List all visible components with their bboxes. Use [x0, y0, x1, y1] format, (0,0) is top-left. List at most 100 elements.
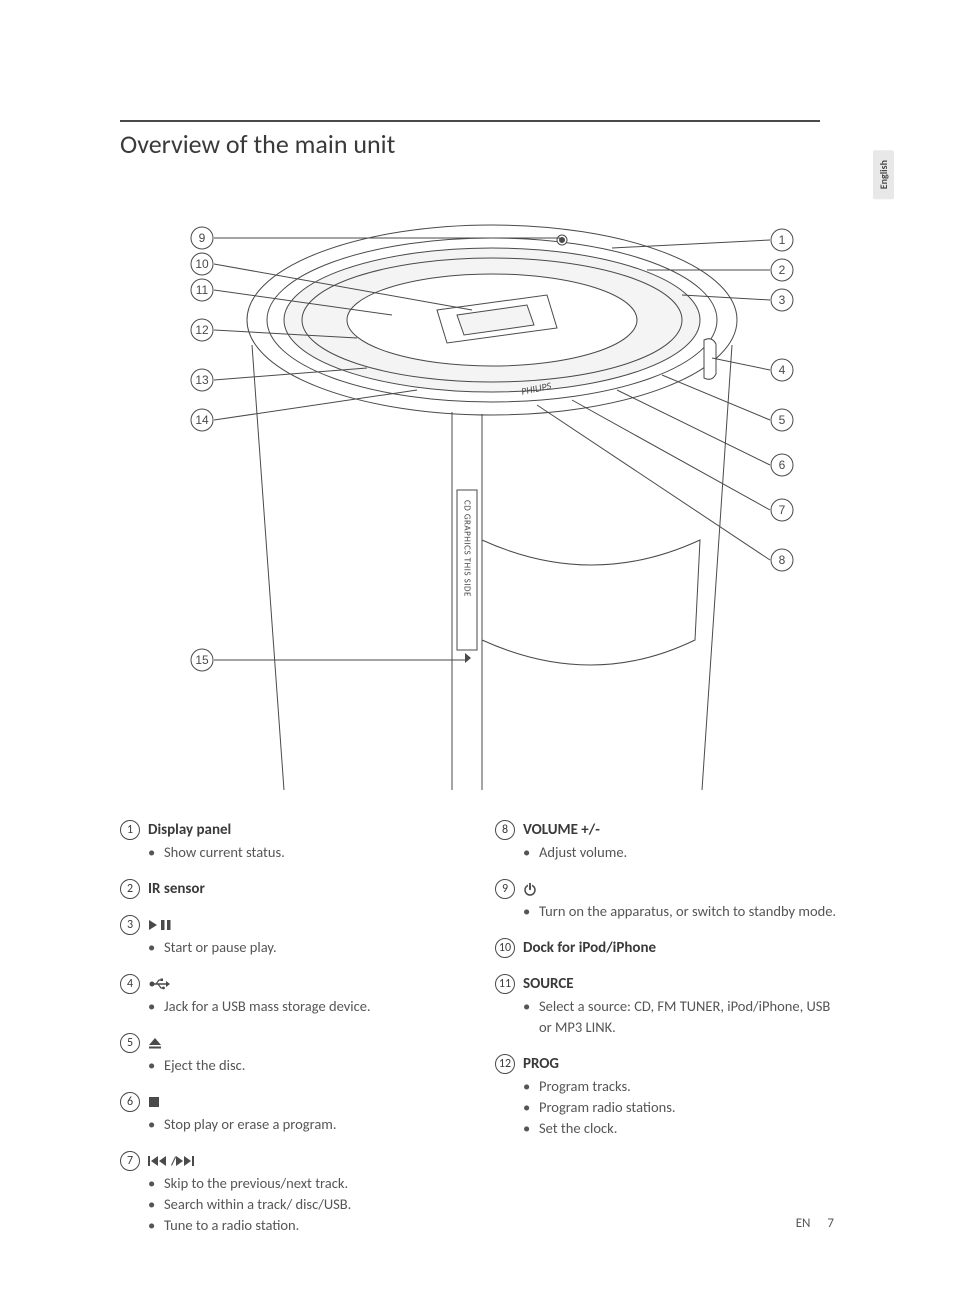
page-title: Overview of the main unit — [120, 128, 864, 160]
legend-bullets: Start or pause play. — [120, 937, 465, 958]
callout-5: 5 — [662, 375, 793, 431]
legend-bullets: Eject the disc. — [120, 1055, 465, 1076]
callout-6: 6 — [617, 390, 793, 476]
legend-bullets: Turn on the apparatus, or switch to stan… — [495, 901, 840, 922]
legend-label: IR sensor — [148, 880, 205, 898]
legend-bullet: Stop play or erase a program. — [164, 1114, 465, 1135]
circled-number: 7 — [120, 1151, 140, 1171]
play-pause-icon — [148, 916, 174, 934]
legend-bullets: Jack for a USB mass storage device. — [120, 996, 465, 1017]
legend-item-2: 2 IR sensor — [120, 879, 465, 899]
legend-bullet: Skip to the previous/next track. — [164, 1173, 465, 1194]
svg-text:10: 10 — [195, 257, 209, 271]
svg-text:3: 3 — [779, 293, 786, 307]
circled-number: 4 — [120, 974, 140, 994]
legend-item-head: 5 — [120, 1033, 465, 1053]
svg-text:11: 11 — [196, 283, 209, 297]
circled-number: 5 — [120, 1033, 140, 1053]
diagram-svg: PHILIPS CD GRAPHICS THIS SIDE 9 10 — [142, 190, 842, 790]
legend-item-head: 8 VOLUME +/- — [495, 820, 840, 840]
legend-item-head: 9 — [495, 879, 840, 899]
legend-item-6: 6 Stop play or erase a program. — [120, 1092, 465, 1135]
prev-next-icon: / — [148, 1152, 194, 1170]
footer-page: 7 — [827, 1216, 834, 1231]
circled-number: 9 — [495, 879, 515, 899]
legend-item-4: 4Jack for a USB mass storage device. — [120, 974, 465, 1017]
legend-bullets: Show current status. — [120, 842, 465, 863]
svg-text:6: 6 — [779, 458, 786, 472]
legend-col-right: 8 VOLUME +/- Adjust volume. 9 Turn on the ap… — [495, 820, 840, 1252]
eject-icon — [148, 1034, 162, 1052]
legend-bullet: Tune to a radio station. — [164, 1215, 465, 1236]
legend-label: PROG — [523, 1055, 559, 1073]
legend-item-head: 10 Dock for iPod/iPhone — [495, 938, 840, 958]
callout-15: 15 — [191, 649, 467, 671]
legend-bullet: Show current status. — [164, 842, 465, 863]
svg-text:13: 13 — [195, 373, 209, 387]
svg-text:14: 14 — [195, 413, 209, 427]
legend-item-9: 9 Turn on the apparatus, or switch to sta… — [495, 879, 840, 922]
circled-number: 10 — [495, 938, 515, 958]
legend-item-head: 6 — [120, 1092, 465, 1112]
power-icon — [523, 880, 537, 898]
legend-item-head: 3 — [120, 915, 465, 935]
legend-label: VOLUME +/- — [523, 821, 600, 839]
svg-text:7: 7 — [779, 503, 786, 517]
legend-label: Display panel — [148, 821, 231, 839]
legend-bullets: Adjust volume. — [495, 842, 840, 863]
svg-text:5: 5 — [779, 413, 786, 427]
legend-item-8: 8 VOLUME +/- Adjust volume. — [495, 820, 840, 863]
legend-bullet: Program tracks. — [539, 1076, 840, 1097]
legend-col-left: 1 Display panel Show current status. 2 IR se… — [120, 820, 465, 1252]
legend-item-head: 1 Display panel — [120, 820, 465, 840]
legend-bullet: Select a source: CD, FM TUNER, iPod/iPho… — [539, 996, 840, 1038]
title-rule — [120, 120, 820, 122]
legend-columns: 1 Display panel Show current status. 2 IR se… — [120, 820, 840, 1252]
svg-text:12: 12 — [195, 323, 209, 337]
circled-number: 8 — [495, 820, 515, 840]
legend-bullet: Program radio stations. — [539, 1097, 840, 1118]
legend-item-12: 12 PROG Program tracks.Program radio stati… — [495, 1054, 840, 1139]
svg-text:8: 8 — [779, 553, 786, 567]
legend-bullet: Set the clock. — [539, 1118, 840, 1139]
usb-icon — [148, 975, 170, 993]
legend-item-7: 7/Skip to the previous/next track.Search… — [120, 1151, 465, 1236]
page-footer: EN 7 — [796, 1216, 834, 1231]
language-tab: English — [873, 150, 894, 199]
footer-lang: EN — [796, 1216, 811, 1231]
circled-number: 2 — [120, 879, 140, 899]
legend-bullet: Search within a track/ disc/USB. — [164, 1194, 465, 1215]
callout-8: 8 — [537, 405, 793, 571]
legend-item-head: 2 IR sensor — [120, 879, 465, 899]
legend-bullet: Turn on the apparatus, or switch to stan… — [539, 901, 840, 922]
legend-bullets: Skip to the previous/next track.Search w… — [120, 1173, 465, 1236]
legend-bullet: Start or pause play. — [164, 937, 465, 958]
legend-bullet: Eject the disc. — [164, 1055, 465, 1076]
svg-text:4: 4 — [779, 363, 786, 377]
legend-item-10: 10 Dock for iPod/iPhone — [495, 938, 840, 958]
legend-item-11: 11SOURCESelect a source: CD, FM TUNER, i… — [495, 974, 840, 1038]
legend-item-head: 4 — [120, 974, 465, 994]
circled-number: 12 — [495, 1054, 515, 1074]
circled-number: 6 — [120, 1092, 140, 1112]
legend-bullets: Program tracks.Program radio stations.Se… — [495, 1076, 840, 1139]
legend-bullets: Select a source: CD, FM TUNER, iPod/iPho… — [495, 996, 840, 1038]
legend-item-head: 7/ — [120, 1151, 465, 1171]
legend-item-1: 1 Display panel Show current status. — [120, 820, 465, 863]
legend-item-5: 5 Eject the disc. — [120, 1033, 465, 1076]
main-unit-diagram: PHILIPS CD GRAPHICS THIS SIDE 9 10 — [142, 190, 842, 790]
svg-text:/: / — [170, 1155, 177, 1167]
legend-bullets: Stop play or erase a program. — [120, 1114, 465, 1135]
svg-text:15: 15 — [195, 653, 209, 667]
svg-text:9: 9 — [199, 231, 206, 245]
stop-icon — [148, 1093, 160, 1111]
legend-item-head: 12 PROG — [495, 1054, 840, 1074]
legend-label: SOURCE — [523, 975, 574, 993]
circled-number: 1 — [120, 820, 140, 840]
callout-4: 4 — [712, 358, 793, 381]
legend-item-head: 11SOURCE — [495, 974, 840, 994]
legend-bullet: Adjust volume. — [539, 842, 840, 863]
svg-text:1: 1 — [779, 233, 786, 247]
legend-label: Dock for iPod/iPhone — [523, 939, 656, 957]
svg-text:CD GRAPHICS THIS SIDE: CD GRAPHICS THIS SIDE — [462, 500, 473, 597]
